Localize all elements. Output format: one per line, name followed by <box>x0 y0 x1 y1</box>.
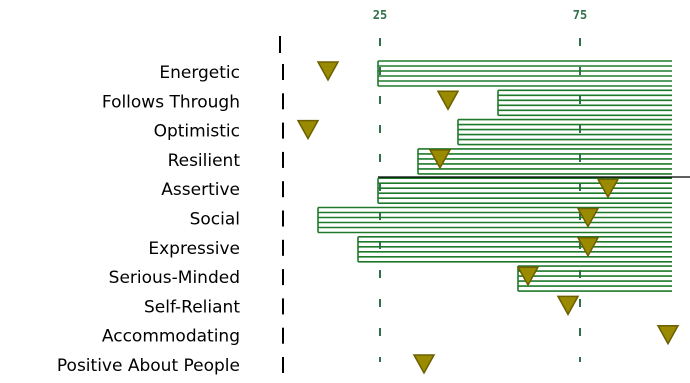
score-marker <box>576 207 600 229</box>
trait-label: Accommodating <box>102 327 240 347</box>
range-band <box>517 265 672 292</box>
trait-labels: Energetic Follows Through Optimistic Resili… <box>57 63 240 376</box>
range-band <box>377 60 672 87</box>
range-band <box>417 148 672 175</box>
axis-marks <box>279 36 690 373</box>
range-band <box>457 118 672 146</box>
tick-label-75: 75 <box>573 8 587 22</box>
trait-label: Serious-Minded <box>109 268 240 288</box>
score-marker <box>436 90 460 111</box>
range-bands <box>317 60 672 292</box>
score-markers <box>296 61 680 375</box>
trait-label: Expressive <box>148 239 240 259</box>
score-marker <box>516 266 540 287</box>
trait-label: Assertive <box>161 180 240 200</box>
range-band <box>497 89 672 117</box>
range-band <box>317 206 672 234</box>
trait-label: Social <box>190 210 240 230</box>
score-marker <box>556 295 580 316</box>
score-marker <box>596 178 620 199</box>
score-marker <box>412 354 436 375</box>
score-marker <box>428 149 452 170</box>
tick-label-25: 25 <box>373 8 387 22</box>
trait-label: Positive About People <box>57 356 240 376</box>
tick-labels: 25 75 <box>373 8 587 22</box>
trait-label: Self-Reliant <box>144 297 240 317</box>
score-marker <box>316 61 340 82</box>
score-marker <box>296 119 320 141</box>
trait-label: Energetic <box>159 63 240 83</box>
score-marker <box>576 237 600 258</box>
trait-label: Follows Through <box>102 92 240 112</box>
score-marker <box>656 324 680 346</box>
range-band <box>357 236 672 263</box>
range-band <box>377 177 672 204</box>
trait-label: Optimistic <box>154 122 240 142</box>
trait-label: Resilient <box>168 151 241 171</box>
